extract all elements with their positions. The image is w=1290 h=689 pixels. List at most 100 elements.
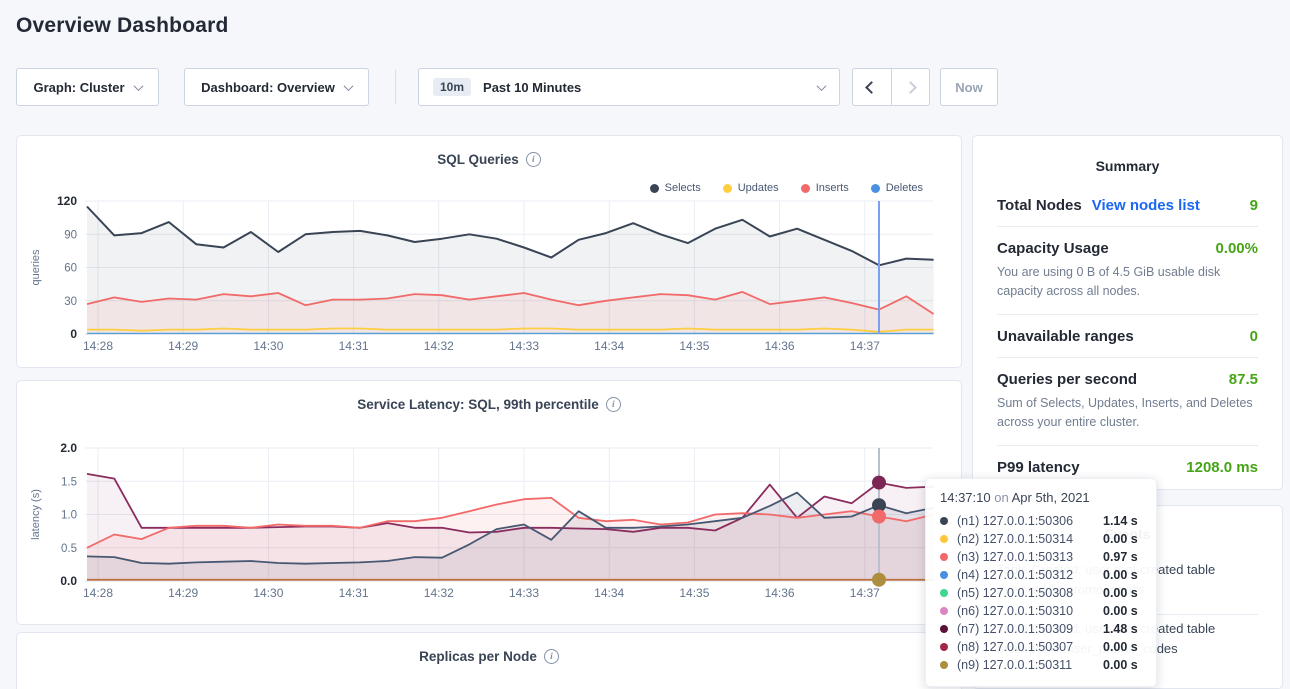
- summary-title: Summary: [997, 158, 1258, 174]
- tooltip-row: (n2) 127.0.0.1:503140.00 s: [940, 530, 1142, 548]
- svg-text:30: 30: [64, 296, 77, 308]
- svg-text:14:30: 14:30: [253, 586, 283, 600]
- time-prev-button[interactable]: [853, 69, 891, 105]
- view-nodes-list-link[interactable]: View nodes list: [1092, 197, 1200, 214]
- tooltip-node-value: 1.14 s: [1103, 514, 1138, 528]
- service-latency-chart[interactable]: 14:28 14:29 14:30 14:31 14:32 14:33 14:34 14:35…: [17, 440, 963, 610]
- tooltip-node-value: 0.00 s: [1103, 532, 1138, 546]
- chevron-right-icon: [904, 81, 917, 94]
- tooltip-row: (n1) 127.0.0.1:503061.14 s: [940, 512, 1142, 530]
- now-button[interactable]: Now: [940, 68, 998, 106]
- tooltip-node-label: (n2) 127.0.0.1:50314: [957, 532, 1103, 546]
- chevron-left-icon: [865, 81, 878, 94]
- tooltip-node-label: (n1) 127.0.0.1:50306: [957, 514, 1103, 528]
- time-range-dropdown[interactable]: 10m Past 10 Minutes: [418, 68, 840, 106]
- svg-text:14:29: 14:29: [168, 339, 198, 353]
- series-color-dot: [940, 607, 948, 615]
- info-icon[interactable]: i: [526, 152, 541, 167]
- svg-text:0: 0: [70, 327, 77, 341]
- summary-value: 87.5: [1229, 371, 1258, 388]
- summary-value: 9: [1250, 197, 1258, 214]
- summary-label: P99 latency: [997, 459, 1080, 476]
- svg-text:90: 90: [64, 229, 77, 241]
- svg-text:120: 120: [57, 194, 77, 208]
- svg-text:0.0: 0.0: [60, 574, 77, 588]
- tooltip-row: (n8) 127.0.0.1:503070.00 s: [940, 638, 1142, 656]
- svg-text:14:37: 14:37: [850, 586, 880, 600]
- tooltip-node-value: 0.00 s: [1103, 586, 1138, 600]
- replicas-chart-panel: Replicas per Node i: [16, 632, 962, 689]
- summary-label: Unavailable ranges: [997, 328, 1134, 345]
- time-step-group: [852, 68, 930, 106]
- svg-text:14:30: 14:30: [253, 339, 283, 353]
- summary-label: Total Nodes: [997, 197, 1082, 214]
- time-range-label: Past 10 Minutes: [483, 80, 581, 95]
- svg-text:60: 60: [64, 263, 77, 275]
- dashboard-dropdown[interactable]: Dashboard: Overview: [184, 68, 369, 106]
- info-icon[interactable]: i: [544, 649, 559, 664]
- info-icon[interactable]: i: [606, 397, 621, 412]
- svg-text:14:31: 14:31: [339, 586, 369, 600]
- legend-dot: [723, 184, 732, 193]
- svg-text:14:28: 14:28: [83, 339, 113, 353]
- sql-queries-chart[interactable]: 14:2814:2914:3014:3114:3214:3314:3414:35…: [17, 193, 963, 363]
- graph-dropdown[interactable]: Graph: Cluster: [16, 68, 159, 106]
- time-range-badge: 10m: [433, 78, 471, 96]
- chart-title: SQL Queries: [437, 152, 519, 167]
- svg-text:14:35: 14:35: [679, 339, 709, 353]
- tooltip-row: (n4) 127.0.0.1:503120.00 s: [940, 566, 1142, 584]
- svg-text:14:31: 14:31: [339, 339, 369, 353]
- tooltip-node-label: (n8) 127.0.0.1:50307: [957, 640, 1103, 654]
- svg-text:queries: queries: [30, 249, 42, 286]
- svg-text:14:33: 14:33: [509, 339, 539, 353]
- summary-row-qps: Queries per second 87.5 Sum of Selects, …: [997, 358, 1258, 446]
- svg-text:14:32: 14:32: [424, 586, 454, 600]
- svg-text:14:37: 14:37: [850, 339, 880, 353]
- tooltip-node-value: 0.00 s: [1103, 658, 1138, 672]
- svg-text:14:33: 14:33: [509, 586, 539, 600]
- svg-text:latency (s): latency (s): [30, 489, 42, 540]
- page-title: Overview Dashboard: [16, 14, 229, 38]
- tooltip-row: (n5) 127.0.0.1:503080.00 s: [940, 584, 1142, 602]
- service-latency-chart-panel: Service Latency: SQL, 99th percentile i …: [16, 380, 962, 625]
- series-color-dot: [940, 535, 948, 543]
- legend-dot: [871, 184, 880, 193]
- summary-panel: Summary Total Nodes View nodes list 9 Ca…: [972, 135, 1283, 490]
- sql-queries-chart-panel: SQL Queries i SelectsUpdatesInsertsDelet…: [16, 135, 962, 368]
- tooltip-node-value: 0.00 s: [1103, 604, 1138, 618]
- svg-text:14:35: 14:35: [679, 586, 709, 600]
- tooltip-node-label: (n7) 127.0.0.1:50309: [957, 622, 1103, 636]
- chevron-down-icon: [343, 81, 353, 91]
- tooltip-node-label: (n6) 127.0.0.1:50310: [957, 604, 1103, 618]
- chevron-down-icon: [133, 81, 143, 91]
- tooltip-node-value: 0.00 s: [1103, 640, 1138, 654]
- tooltip-row: (n9) 127.0.0.1:503110.00 s: [940, 656, 1142, 674]
- svg-text:14:29: 14:29: [168, 586, 198, 600]
- svg-text:0.5: 0.5: [61, 543, 77, 555]
- svg-text:14:36: 14:36: [765, 586, 795, 600]
- tooltip-row: (n7) 127.0.0.1:503091.48 s: [940, 620, 1142, 638]
- dashboard-dropdown-label: Dashboard: Overview: [201, 80, 335, 95]
- svg-text:1.5: 1.5: [61, 476, 77, 488]
- chart-title: Replicas per Node: [419, 649, 537, 664]
- legend-dot: [801, 184, 810, 193]
- summary-description: You are using 0 B of 4.5 GiB usable disk…: [997, 263, 1258, 302]
- chevron-down-icon: [817, 81, 827, 91]
- now-button-label: Now: [955, 80, 982, 95]
- svg-text:14:34: 14:34: [594, 586, 624, 600]
- tooltip-row: (n3) 127.0.0.1:503130.97 s: [940, 548, 1142, 566]
- series-color-dot: [940, 643, 948, 651]
- tooltip-node-label: (n3) 127.0.0.1:50313: [957, 550, 1103, 564]
- series-color-dot: [940, 517, 948, 525]
- svg-text:14:34: 14:34: [594, 339, 624, 353]
- time-next-button[interactable]: [891, 69, 930, 105]
- chart-title: Service Latency: SQL, 99th percentile: [357, 397, 599, 412]
- svg-text:14:28: 14:28: [83, 586, 113, 600]
- series-color-dot: [940, 625, 948, 633]
- summary-value: 0.00%: [1215, 240, 1258, 257]
- tooltip-row: (n6) 127.0.0.1:503100.00 s: [940, 602, 1142, 620]
- series-color-dot: [940, 661, 948, 669]
- controls-row: Graph: Cluster Dashboard: Overview 10m P…: [0, 68, 1290, 106]
- svg-text:2.0: 2.0: [60, 441, 77, 455]
- summary-row-unavailable-ranges: Unavailable ranges 0: [997, 315, 1258, 358]
